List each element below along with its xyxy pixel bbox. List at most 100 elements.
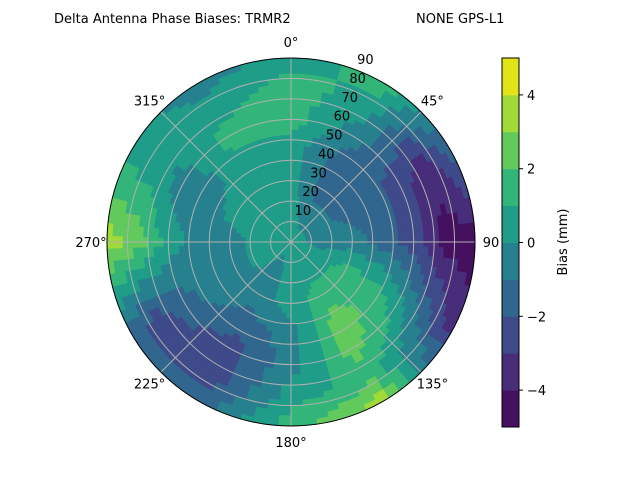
contour-cell <box>279 63 291 69</box>
contour-cell <box>280 400 291 406</box>
contour-cell <box>283 186 287 191</box>
contour-cell <box>291 155 297 160</box>
contour-cell <box>291 140 298 145</box>
contour-cell <box>291 410 303 416</box>
contour-cell <box>219 244 224 249</box>
contour-cell <box>282 109 291 114</box>
contour-cell <box>291 68 303 74</box>
contour-cell <box>282 364 291 369</box>
contour-cell <box>280 166 286 172</box>
contour-cell <box>291 150 297 155</box>
contour-cell <box>286 170 291 175</box>
contour-cell <box>403 230 409 238</box>
contour-cell <box>279 410 291 416</box>
colorbar-tick-label: −4 <box>527 384 546 399</box>
contour-cell <box>285 329 291 334</box>
colorbar-band <box>502 353 519 390</box>
contour-cell <box>287 186 291 191</box>
contour-cell <box>291 303 296 308</box>
contour-cell <box>291 344 298 349</box>
contour-cell <box>398 246 404 254</box>
contour-cell <box>291 124 299 129</box>
contour-cell <box>281 99 291 104</box>
colorbar-band <box>502 169 519 206</box>
colorbar-tick-label: 2 <box>527 163 535 178</box>
radial-tick-label: 70 <box>341 91 358 106</box>
contour-cell <box>291 63 303 69</box>
contour-cell <box>418 246 424 255</box>
radial-tick-label: 80 <box>349 72 366 87</box>
contour-cell <box>282 119 291 124</box>
contour-cell <box>285 150 291 155</box>
contour-cell <box>291 318 297 323</box>
contour-cell <box>285 160 291 165</box>
contour-cell <box>291 135 298 140</box>
contour-cell <box>199 245 205 252</box>
contour-cell <box>286 308 291 313</box>
contour-cell <box>291 298 295 303</box>
contour-cell <box>403 246 409 254</box>
contour-cell <box>357 244 362 249</box>
colorbar: 420−2−4 <box>502 58 546 428</box>
colorbar-band <box>502 132 519 169</box>
contour-cell <box>230 244 235 248</box>
contour-cell <box>287 181 291 186</box>
contour-cell <box>377 232 383 239</box>
title-right: NONE GPS-L1 <box>416 12 504 27</box>
contour-cell <box>357 235 362 240</box>
contour-cell <box>280 89 291 94</box>
contour-cell <box>291 380 301 385</box>
contour-cell <box>179 230 185 238</box>
contour-cell <box>295 293 299 298</box>
contour-cell <box>250 243 255 246</box>
contour-cell <box>291 359 300 364</box>
contour-cell <box>158 228 164 237</box>
contour-cell <box>291 349 299 354</box>
contour-cell <box>286 313 291 318</box>
contour-cell <box>286 303 291 308</box>
radial-tick-label: 90 <box>357 53 374 68</box>
colorbar-band <box>502 206 519 243</box>
contour-cell <box>281 375 291 380</box>
contour-cell <box>209 245 214 251</box>
contour-cell <box>291 145 298 150</box>
contour-cell <box>291 78 302 84</box>
contour-cell <box>291 58 304 64</box>
contour-cell <box>291 170 296 175</box>
contour-cell <box>282 359 291 364</box>
contour-cell <box>291 84 302 89</box>
colorbar-band <box>502 243 519 280</box>
contour-cell <box>291 104 301 109</box>
contour-cell <box>283 349 291 354</box>
contour-cell <box>214 245 219 251</box>
contour-cell <box>209 233 214 239</box>
contour-cell <box>337 237 342 241</box>
contour-cell <box>287 191 291 196</box>
contour-cell <box>291 130 299 135</box>
contour-cell <box>383 232 389 239</box>
contour-cell <box>291 390 302 395</box>
contour-cell <box>342 236 347 240</box>
contour-cell <box>278 58 291 64</box>
contour-cell <box>291 109 300 114</box>
contour-cell <box>327 238 332 241</box>
contour-cell <box>287 298 291 303</box>
contour-cell <box>199 232 205 239</box>
contour-cell <box>291 308 296 313</box>
contour-cell <box>291 339 298 344</box>
contour-cell <box>280 390 291 395</box>
contour-cell <box>383 245 389 252</box>
contour-cell <box>418 228 424 237</box>
colorbar-tick-label: 4 <box>527 89 535 104</box>
azimuth-tick-label: 0° <box>284 36 299 51</box>
azimuth-tick-label: 45° <box>421 95 444 110</box>
azimuth-tick-label: 90 <box>483 236 500 251</box>
contour-cell <box>284 334 291 339</box>
contour-cell <box>352 235 357 240</box>
contour-cell <box>347 236 352 240</box>
contour-cell <box>282 369 291 374</box>
contour-cell <box>291 375 301 380</box>
contour-cell <box>291 114 300 119</box>
contour-cell <box>291 119 300 124</box>
